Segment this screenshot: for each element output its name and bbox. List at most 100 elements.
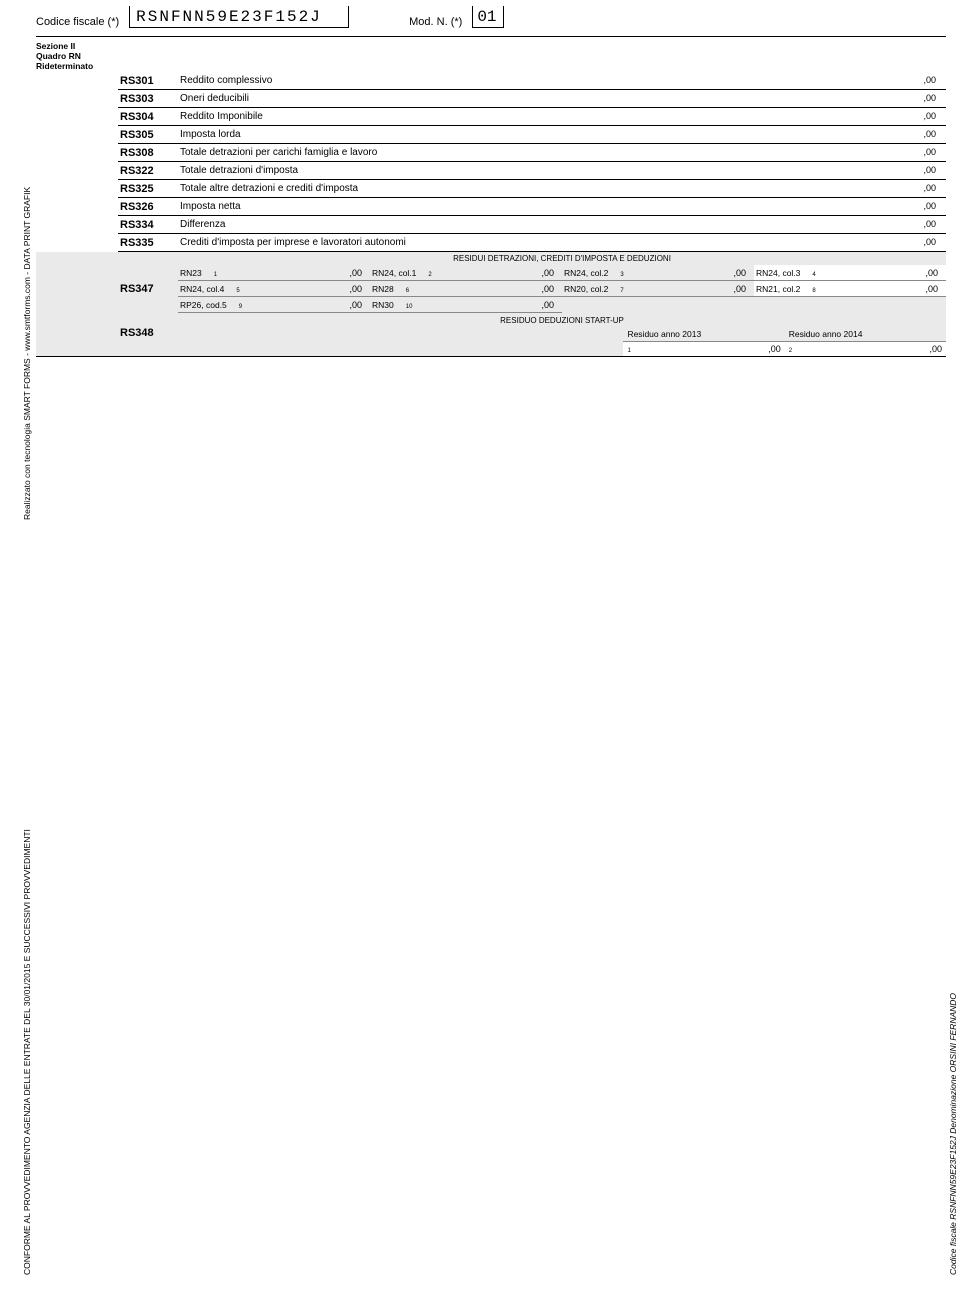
spacer: [36, 90, 118, 108]
spacer: [36, 234, 118, 252]
row-val: ,00: [923, 147, 942, 157]
rs347-cell: RN24, col.12,00: [370, 265, 562, 281]
row-desc-text: Totale detrazioni per carichi famiglia e…: [180, 147, 377, 158]
rs347-cell: RN286,00: [370, 281, 562, 297]
sidetext-left-top: Realizzato con tecnologia SMART FORMS - …: [22, 187, 32, 520]
row-code: RS303: [118, 90, 178, 108]
form-page: Codice fiscale (*) RSNFNN59E23F152J Mod.…: [36, 0, 946, 357]
row-code: RS334: [118, 216, 178, 234]
rs348-block: RS348 RESIDUO DEDUZIONI START-UP Residuo…: [36, 313, 946, 357]
header-row: Codice fiscale (*) RSNFNN59E23F152J Mod.…: [36, 6, 946, 28]
row-desc-text: Differenza: [180, 219, 225, 230]
row-val: ,00: [923, 129, 942, 139]
rs348-v2: ,00: [929, 344, 942, 354]
section-line3: Rideterminato: [36, 61, 93, 71]
rs347-cell-sup: 8: [812, 288, 815, 294]
row-desc-text: Imposta lorda: [180, 129, 241, 140]
row-desc-text: Reddito Imponibile: [180, 111, 263, 122]
row-code: RS304: [118, 108, 178, 126]
row-val: ,00: [923, 93, 942, 103]
row-desc: Reddito complessivo,00: [178, 72, 946, 90]
section-line2: Quadro RN: [36, 51, 81, 61]
rs347-cell-sup: 4: [812, 272, 815, 278]
rs347-cell: RN24, col.3 4 ,00: [754, 265, 946, 281]
cf-label: Codice fiscale (*): [36, 16, 119, 28]
rs348-lab1: Residuo anno 2013: [623, 327, 784, 341]
rs347-cell-label: RN28: [372, 284, 394, 294]
rs348-sup2: 2: [789, 348, 792, 354]
sidetext-left-bottom: CONFORME AL PROVVEDIMENTO AGENZIA DELLE …: [22, 829, 32, 1275]
row-val: ,00: [923, 165, 942, 175]
row-desc: Imposta lorda ,00: [178, 126, 946, 144]
spacer: [118, 252, 178, 265]
rs347-cell-val: ,00: [541, 268, 558, 278]
rs347-cell-val: ,00: [925, 268, 942, 278]
row-code: RS322: [118, 162, 178, 180]
rs347-cell-sup: 3: [620, 272, 623, 278]
rs347-cell-val: ,00: [541, 300, 558, 310]
row-val: ,00: [923, 183, 942, 193]
rs347-header: RESIDUI DETRAZIONI, CREDITI D'IMPOSTA E …: [178, 252, 946, 265]
row-desc-text: Reddito complessivo: [180, 75, 272, 86]
section-line1: Sezione II: [36, 41, 75, 51]
rs348-val1: 1 ,00: [623, 341, 784, 356]
spacer: [36, 198, 118, 216]
rs347-cell-val: ,00: [541, 284, 558, 294]
main-grid: Sezione II Quadro RN Rideterminato RS301…: [36, 36, 946, 357]
row-desc: Crediti d'imposta per imprese e lavorato…: [178, 234, 946, 252]
spacer: [36, 144, 118, 162]
rs347-cell: RN23 1 ,00: [178, 265, 370, 281]
rs348-sup1: 1: [627, 348, 630, 354]
rs347-blank: [562, 297, 754, 313]
rs347-cell-val: ,00: [349, 300, 366, 310]
rs348-labels: Residuo anno 2013 Residuo anno 2014: [178, 327, 946, 341]
rs347-cell-sup: 10: [406, 304, 413, 310]
rs347-cell-sup: 1: [214, 272, 217, 278]
rs348-values: 1 ,00 2 ,00: [178, 341, 946, 356]
rs347-block: RS347 RN231,00RN24, col.12,00RN24, col.2…: [36, 265, 946, 313]
row-desc: Differenza ,00: [178, 216, 946, 234]
rs347-cell-label: RP26, cod.5: [180, 300, 227, 310]
rs348-lab2: Residuo anno 2014: [785, 327, 946, 341]
rs347-cell-label: RN24, col.2: [564, 268, 608, 278]
row-desc: Totale detrazioni per carichi famiglia e…: [178, 144, 946, 162]
section-label: Sezione II Quadro RN Rideterminato: [36, 37, 118, 72]
sidetext-right: Codice fiscale RSNFNN59E23F152J Denomina…: [948, 993, 958, 1275]
rs347-cell-label: RN30: [372, 300, 394, 310]
rs347-cell-label: RN23: [180, 268, 202, 278]
rs347-cell-sup: 9: [239, 304, 242, 310]
modn-value: 01: [472, 6, 503, 28]
row-code: RS305: [118, 126, 178, 144]
row-code: RS301: [118, 72, 178, 90]
row-desc-text: Oneri deducibili: [180, 93, 249, 104]
modn-label: Mod. N. (*): [409, 16, 462, 28]
rows-area: RS301Reddito complessivo,00RS303Oneri de…: [36, 72, 946, 252]
rs347-cell-label: RN20, col.2: [564, 284, 608, 294]
row-desc-text: Totale altre detrazioni e crediti d'impo…: [180, 183, 358, 194]
rs347-cell: RP26, cod.5 9 ,00: [178, 297, 370, 313]
rs348-v1: ,00: [768, 344, 781, 354]
rs347-cell: RN24, col.45,00: [178, 281, 370, 297]
rs347-cell-label: RN24, col.4: [180, 284, 224, 294]
rs347-cell-sup: 7: [620, 288, 623, 294]
row-desc: Oneri deducibili ,00: [178, 90, 946, 108]
row-val: ,00: [923, 111, 942, 121]
row-desc-text: Imposta netta: [180, 201, 241, 212]
rs347-grid: RN231,00RN24, col.12,00RN24, col.23,00RN…: [178, 265, 946, 313]
row-val: ,00: [923, 219, 942, 229]
rs347-cell-val: ,00: [733, 284, 750, 294]
rs347-cell-val: ,00: [349, 268, 366, 278]
row-desc: Reddito Imponibile ,00: [178, 108, 946, 126]
rs347-cell-label: RN24, col.3: [756, 268, 800, 278]
spacer: [36, 162, 118, 180]
rs347-cell-val: ,00: [349, 284, 366, 294]
rs347-cell-sup: 2: [428, 272, 431, 278]
rs347-code: RS347: [118, 265, 178, 313]
row-desc: Imposta netta ,00: [178, 198, 946, 216]
row-code: RS308: [118, 144, 178, 162]
rs347-cell: RN20, col.2 7 ,00: [562, 281, 754, 297]
row-desc-text: Crediti d'imposta per imprese e lavorato…: [180, 237, 406, 248]
row-val: ,00: [923, 201, 942, 211]
rs348-code: RS348: [118, 313, 178, 356]
rs348-header: RESIDUO DEDUZIONI START-UP: [178, 313, 946, 327]
